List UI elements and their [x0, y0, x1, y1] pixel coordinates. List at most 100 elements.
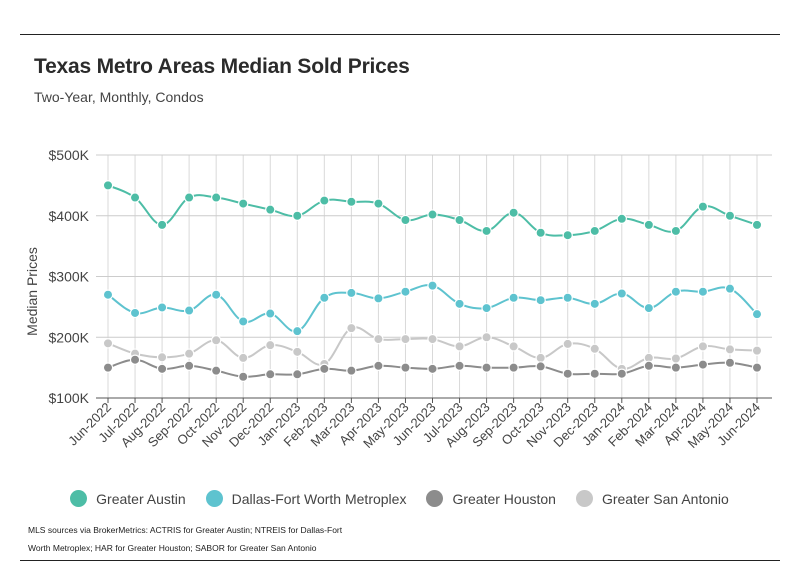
- data-point-dallas-fort-worth-metroplex: [373, 293, 384, 304]
- data-point-greater-austin: [562, 229, 573, 241]
- y-tick-label: $500K: [49, 147, 90, 163]
- data-point-greater-houston: [508, 362, 519, 373]
- data-point-greater-houston: [616, 368, 627, 379]
- top-rule: [20, 34, 780, 35]
- data-point-greater-san-antonio: [454, 341, 465, 352]
- y-axis-label: Median Prices: [24, 247, 40, 336]
- data-point-greater-san-antonio: [210, 335, 222, 346]
- data-point-greater-san-antonio: [373, 333, 384, 345]
- data-point-greater-houston: [346, 365, 357, 376]
- data-point-dallas-fort-worth-metroplex: [508, 292, 519, 303]
- data-point-greater-houston: [238, 371, 249, 382]
- data-point-greater-austin: [481, 225, 492, 237]
- data-point-dallas-fort-worth-metroplex: [427, 280, 438, 291]
- data-point-greater-houston: [589, 368, 600, 379]
- data-point-dallas-fort-worth-metroplex: [724, 283, 736, 294]
- chart-title: Texas Metro Areas Median Sold Prices: [34, 55, 410, 78]
- data-point-greater-austin: [156, 219, 168, 231]
- data-point-greater-austin: [319, 195, 330, 206]
- data-point-greater-san-antonio: [751, 345, 763, 356]
- data-point-greater-austin: [670, 225, 682, 237]
- legend-label: Dallas-Fort Worth Metroplex: [231, 490, 407, 507]
- data-point-dallas-fort-worth-metroplex: [454, 298, 465, 310]
- data-point-greater-houston: [724, 357, 736, 368]
- data-point-dallas-fort-worth-metroplex: [751, 308, 763, 320]
- data-point-greater-austin: [183, 192, 195, 203]
- data-point-greater-san-antonio: [156, 352, 168, 363]
- data-point-dallas-fort-worth-metroplex: [319, 292, 330, 303]
- data-point-greater-austin: [373, 198, 384, 209]
- data-point-dallas-fort-worth-metroplex: [616, 288, 627, 299]
- data-point-greater-san-antonio: [562, 338, 573, 350]
- data-point-greater-houston: [129, 354, 141, 365]
- data-point-dallas-fort-worth-metroplex: [265, 308, 276, 319]
- data-point-greater-houston: [156, 363, 168, 375]
- y-tick-label: $200K: [49, 329, 90, 345]
- y-tick-label: $100K: [49, 390, 90, 406]
- data-point-greater-san-antonio: [346, 322, 357, 334]
- data-point-greater-san-antonio: [183, 348, 195, 359]
- data-point-greater-austin: [346, 196, 357, 207]
- data-point-greater-houston: [427, 363, 438, 375]
- data-point-greater-san-antonio: [481, 332, 492, 343]
- data-point-greater-austin: [535, 227, 546, 238]
- data-point-greater-houston: [319, 363, 330, 375]
- data-point-dallas-fort-worth-metroplex: [346, 287, 357, 299]
- data-point-greater-houston: [670, 362, 682, 373]
- data-point-dallas-fort-worth-metroplex: [562, 292, 573, 303]
- data-point-greater-houston: [751, 362, 763, 373]
- data-point-dallas-fort-worth-metroplex: [643, 302, 655, 314]
- data-point-greater-austin: [292, 210, 303, 221]
- legend-swatch: [205, 490, 223, 507]
- legend-swatch: [575, 490, 593, 507]
- data-point-dallas-fort-worth-metroplex: [589, 298, 600, 310]
- data-point-greater-houston: [102, 362, 114, 373]
- data-point-dallas-fort-worth-metroplex: [400, 286, 411, 297]
- data-point-dallas-fort-worth-metroplex: [156, 302, 168, 313]
- data-point-greater-san-antonio: [670, 353, 682, 364]
- data-point-greater-houston: [481, 362, 492, 373]
- chart-subtitle: Two-Year, Monthly, Condos: [34, 89, 204, 105]
- legend-label: Greater Houston: [452, 490, 556, 507]
- data-point-greater-houston: [454, 360, 465, 372]
- data-point-greater-austin: [129, 192, 141, 203]
- data-point-dallas-fort-worth-metroplex: [129, 307, 141, 319]
- data-point-greater-austin: [589, 225, 600, 237]
- data-point-dallas-fort-worth-metroplex: [292, 325, 303, 337]
- data-point-greater-austin: [265, 204, 276, 215]
- data-point-greater-austin: [697, 201, 709, 212]
- data-point-greater-san-antonio: [265, 339, 276, 351]
- line-chart: $100K$200K$300K$400K$500KJun-2022Jul-202…: [24, 147, 772, 451]
- data-point-greater-austin: [454, 214, 465, 226]
- data-point-greater-austin: [616, 213, 627, 224]
- legend-item-greater-houston: Greater Houston: [426, 490, 556, 507]
- data-point-dallas-fort-worth-metroplex: [697, 286, 709, 297]
- y-tick-label: $300K: [49, 269, 90, 285]
- data-point-greater-san-antonio: [427, 333, 438, 345]
- legend-item-greater-san-antonio: Greater San Antonio: [575, 490, 729, 507]
- source-note-line-1: MLS sources via BrokerMetrics: ACTRIS fo…: [28, 525, 343, 535]
- data-point-greater-austin: [508, 207, 519, 218]
- data-point-greater-austin: [643, 219, 655, 231]
- data-point-greater-houston: [292, 369, 303, 380]
- data-point-greater-san-antonio: [589, 343, 600, 354]
- data-point-greater-houston: [183, 360, 195, 372]
- bottom-rule: [20, 560, 780, 561]
- data-point-dallas-fort-worth-metroplex: [210, 289, 222, 300]
- data-point-greater-san-antonio: [102, 338, 114, 349]
- data-point-dallas-fort-worth-metroplex: [183, 305, 195, 316]
- data-point-greater-san-antonio: [697, 341, 709, 352]
- data-point-greater-houston: [697, 359, 709, 370]
- y-tick-label: $400K: [49, 208, 90, 224]
- data-point-greater-san-antonio: [508, 341, 519, 352]
- data-point-greater-houston: [210, 365, 222, 376]
- data-point-greater-houston: [643, 360, 655, 372]
- source-note-line-2: Worth Metroplex; HAR for Greater Houston…: [28, 543, 317, 553]
- data-point-dallas-fort-worth-metroplex: [481, 302, 492, 314]
- data-point-greater-austin: [427, 209, 438, 220]
- data-point-dallas-fort-worth-metroplex: [535, 294, 546, 306]
- data-point-greater-austin: [102, 180, 114, 191]
- legend-item-greater-austin: Greater Austin: [70, 490, 186, 507]
- data-point-dallas-fort-worth-metroplex: [102, 289, 114, 300]
- data-point-dallas-fort-worth-metroplex: [238, 316, 249, 327]
